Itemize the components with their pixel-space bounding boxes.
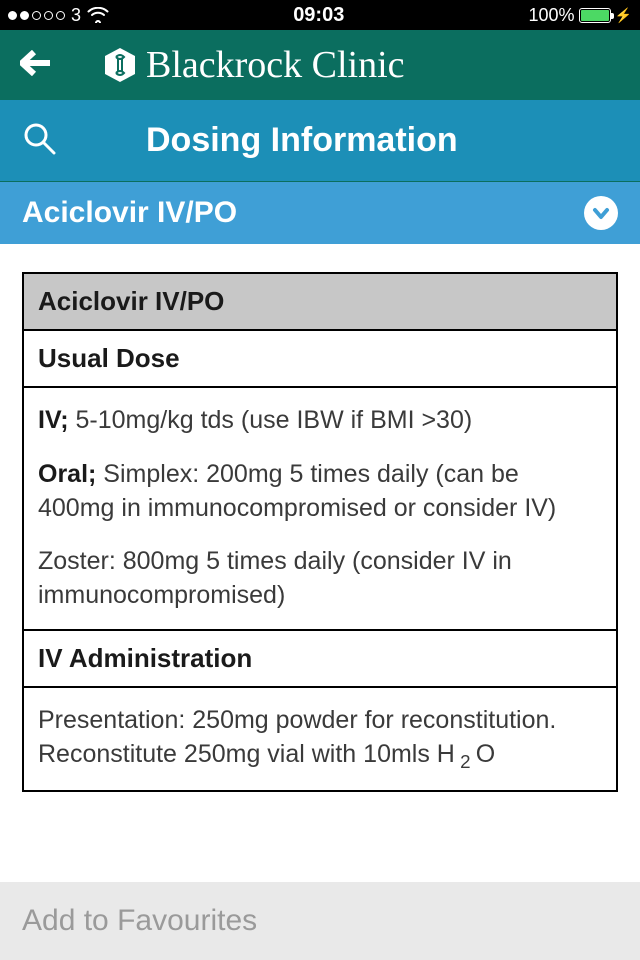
drug-title-cell: Aciclovir IV/PO [38, 286, 602, 317]
dosing-table: Aciclovir IV/PO Usual Dose IV; 5-10mg/kg… [22, 272, 618, 792]
table-row: Usual Dose [24, 331, 616, 388]
footer-bar[interactable]: Add to Favourites [0, 882, 640, 960]
search-icon[interactable] [22, 121, 56, 160]
usual-dose-body: IV; 5-10mg/kg tds (use IBW if BMI >30) O… [24, 388, 616, 631]
iv-label: IV; [38, 406, 69, 434]
battery-percent: 100% [529, 5, 575, 26]
iv-admin-body: Presentation: 250mg powder for reconstit… [24, 688, 616, 790]
page-title-bar: Dosing Information [0, 100, 640, 182]
battery-icon [579, 8, 611, 23]
clock: 09:03 [293, 4, 344, 27]
charging-icon: ⚡ [615, 7, 632, 24]
page-title: Dosing Information [146, 121, 458, 160]
signal-dots [8, 11, 65, 20]
status-right: 100% ⚡ [529, 5, 632, 26]
status-bar: 3 09:03 100% ⚡ [0, 0, 640, 30]
oral-label: Oral; [38, 460, 96, 488]
table-row: Aciclovir IV/PO [24, 274, 616, 331]
table-row: IV Administration [24, 631, 616, 688]
back-button[interactable] [20, 50, 50, 81]
presentation-suffix: O [476, 740, 495, 768]
add-favourites-button[interactable]: Add to Favourites [22, 904, 257, 938]
carrier-label: 3 [71, 5, 81, 26]
app-header: Blackrock Clinic [0, 30, 640, 100]
oral-text: Simplex: 200mg 5 times daily (can be 400… [38, 460, 556, 522]
zoster-text: Zoster: 800mg 5 times daily (consider IV… [38, 545, 602, 613]
usual-dose-heading: Usual Dose [38, 343, 602, 374]
clinic-logo-icon [104, 47, 136, 83]
clinic-name: Blackrock Clinic [146, 43, 405, 87]
content-area: Aciclovir IV/PO Usual Dose IV; 5-10mg/kg… [0, 244, 640, 792]
wifi-icon [87, 7, 109, 23]
presentation-sub: 2 [455, 751, 476, 772]
drug-header[interactable]: Aciclovir IV/PO [0, 182, 640, 244]
clinic-title: Blackrock Clinic [104, 43, 405, 87]
chevron-down-icon[interactable] [584, 196, 618, 230]
status-left: 3 [8, 5, 109, 26]
iv-admin-heading: IV Administration [38, 643, 602, 674]
iv-text: 5-10mg/kg tds (use IBW if BMI >30) [69, 406, 473, 434]
drug-name: Aciclovir IV/PO [22, 196, 237, 230]
